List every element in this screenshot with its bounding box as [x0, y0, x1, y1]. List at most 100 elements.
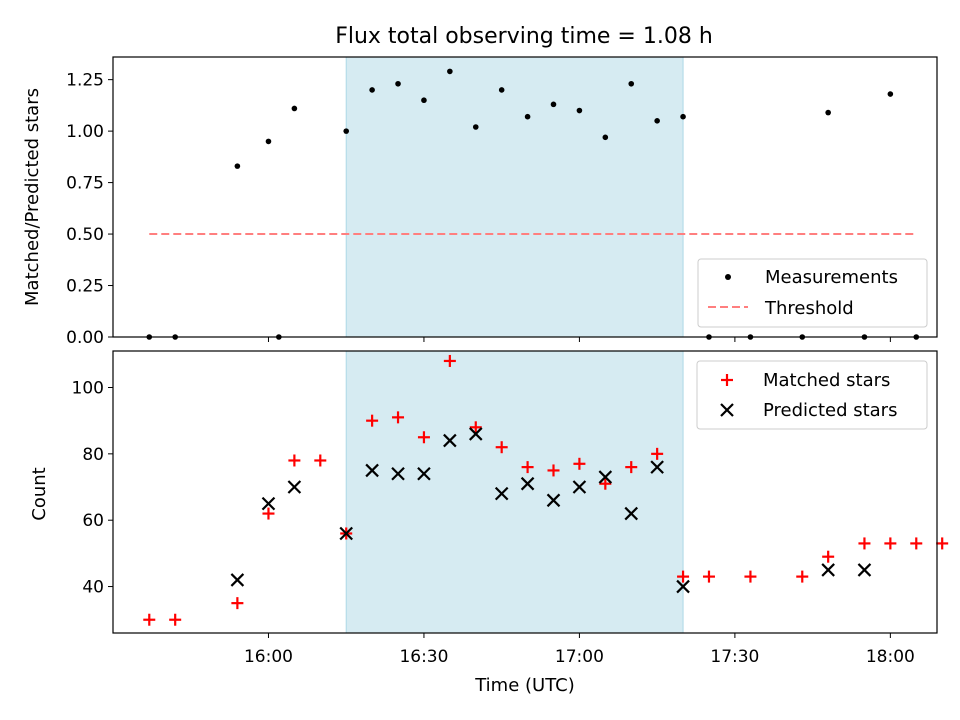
top-y-tick-label: 1.25: [66, 71, 104, 91]
matched-star-point: [495, 441, 508, 454]
predicted-star-point: [857, 563, 872, 577]
measurement-points: [146, 68, 920, 340]
measurement-point: [887, 91, 894, 97]
matched-star-point: [573, 457, 586, 470]
matched-star-point: [796, 570, 809, 583]
predicted-star-point: [230, 573, 245, 587]
predicted-star-point: [624, 506, 639, 521]
bottom-y-ticks: 40 60 80 100: [72, 378, 113, 598]
x-axis-label: Time (UTC): [474, 675, 575, 696]
matched-star-point: [677, 570, 690, 583]
matched-star-point: [143, 613, 156, 626]
matched-star-point: [417, 431, 430, 444]
predicted-star-stroke-b: [572, 480, 587, 494]
predicted-star-point: [572, 480, 587, 494]
matched-star-point: [625, 461, 638, 474]
matched-star-point: [392, 411, 405, 424]
top-axes-frame: [112, 56, 938, 338]
matched-star-point: [884, 537, 897, 550]
measurement-point: [654, 118, 660, 124]
predicted-star-point: [676, 579, 690, 594]
top-legend-box: [697, 258, 928, 328]
matched-star-point: [521, 461, 534, 474]
measurement-point: [628, 80, 635, 87]
measurement-point: [343, 128, 350, 134]
predicted-star-stroke-b: [230, 573, 245, 587]
measurement-point: [395, 80, 401, 87]
matched-star-point: [599, 477, 612, 490]
measurement-point: [825, 109, 831, 116]
top-y-tick-label: 0.00: [66, 328, 104, 348]
predicted-star-point: [365, 463, 379, 478]
matched-star-point: [469, 421, 482, 434]
predicted-star-point: [287, 480, 302, 494]
predicted-star-stroke-b: [821, 563, 835, 577]
top-axes: 0.00 0.25 0.50 0.75 1.00 1.25 Matched/Predict…: [22, 56, 938, 348]
top-y-axis-label: Matched/Predicted stars: [22, 88, 43, 306]
measurement-point: [234, 163, 241, 169]
matched-star-point: [288, 454, 301, 467]
measurement-point: [602, 134, 609, 141]
predicted-star-stroke-b: [443, 433, 457, 448]
bottom-axes: 40 60 80 100 16:00 16:30 17:00 17:30 18:00 Coun…: [29, 350, 949, 696]
matched-star-point: [262, 507, 275, 520]
bottom-x-ticks: 16:00 16:30 17:00 17:30 18:00: [244, 633, 915, 667]
top-legend: Measurements Threshold: [697, 258, 928, 328]
predicted-star-point: [339, 526, 353, 541]
legend-measurements-label: Measurements: [765, 267, 898, 288]
predicted-star-point: [494, 486, 509, 501]
matched-star-point: [231, 597, 244, 610]
bottom-y-tick-label: 40: [82, 578, 104, 598]
matched-star-point: [744, 570, 757, 583]
measurement-point: [680, 113, 686, 120]
measurement-point: [291, 105, 298, 112]
predicted-star-stroke-b: [365, 463, 379, 478]
predicted-star-point: [650, 460, 664, 474]
measurement-point: [550, 101, 557, 108]
predicted-star-stroke-b: [598, 470, 613, 484]
matched-star-point: [366, 414, 379, 427]
predicted-star-stroke-b: [546, 493, 561, 508]
predicted-star-stroke-b: [261, 496, 276, 511]
top-shaded-span: [345, 56, 684, 338]
measurement-point: [498, 87, 505, 93]
top-y-tick-label: 0.75: [66, 174, 104, 194]
top-y-tick-label: 0.50: [66, 225, 104, 245]
measurement-point: [524, 113, 531, 120]
predicted-star-point: [520, 476, 535, 491]
predicted-star-stroke-b: [391, 466, 405, 481]
predicted-star-point: [546, 493, 561, 508]
bottom-y-tick-label: 60: [82, 511, 104, 531]
matched-star-point: [858, 537, 871, 550]
predicted-star-stroke-b: [339, 526, 353, 541]
predicted-star-point: [468, 427, 483, 441]
predicted-star-stroke-b: [468, 427, 483, 441]
legend-threshold-label: Threshold: [764, 298, 854, 319]
legend-predicted-marker: [720, 403, 734, 417]
measurement-point: [369, 87, 375, 93]
matched-star-point: [936, 537, 949, 550]
predicted-star-stroke-b: [857, 563, 872, 577]
measurement-point: [421, 97, 427, 104]
top-y-tick-label: 1.00: [66, 122, 104, 142]
predicted-star-stroke-b: [676, 579, 690, 594]
top-y-ticks: 0.00 0.25 0.50 0.75 1.00 1.25: [66, 71, 113, 348]
bottom-y-tick-label: 80: [82, 445, 104, 465]
x-tick-label: 18:00: [866, 647, 915, 667]
predicted-star-point: [598, 470, 613, 484]
x-tick-label: 16:30: [399, 647, 448, 667]
predicted-star-stroke-b: [520, 476, 535, 491]
matched-star-point: [314, 454, 327, 467]
top-y-tick-label: 0.25: [66, 277, 104, 297]
matched-star-point: [443, 354, 456, 367]
predicted-star-point: [417, 466, 431, 481]
predicted-star-point: [443, 433, 457, 448]
measurement-point: [472, 124, 479, 130]
top-x-ticks: [267, 337, 891, 342]
legend-predicted-label: Predicted stars: [763, 400, 897, 421]
predicted-star-stroke-b: [417, 466, 431, 481]
measurement-point: [576, 107, 583, 114]
matched-star-point: [702, 570, 715, 583]
legend-matched-marker: [721, 374, 733, 386]
